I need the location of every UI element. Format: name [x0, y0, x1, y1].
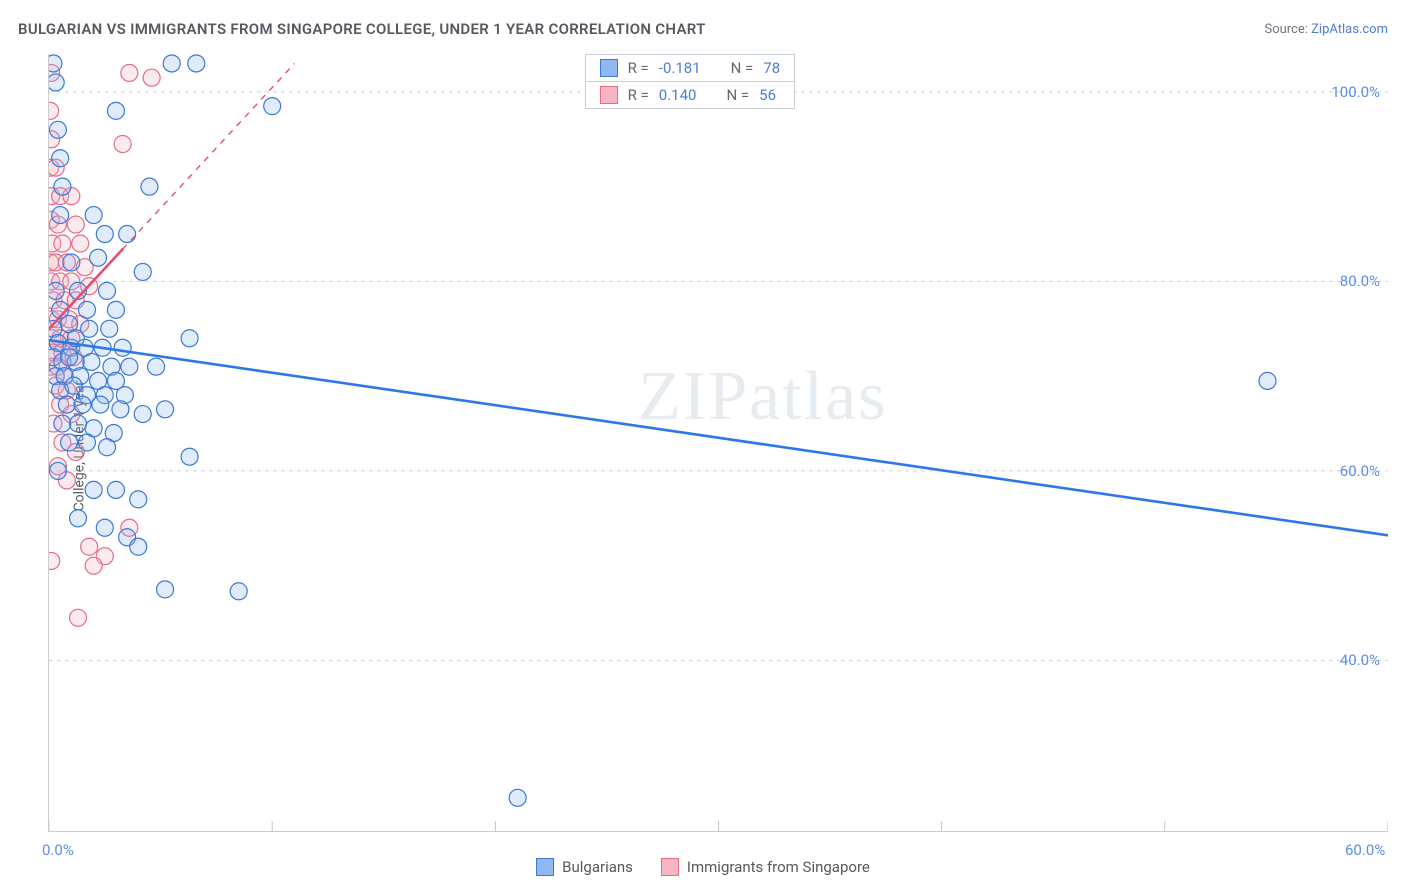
scatter-plot-svg: [49, 54, 1388, 831]
x-tick-label: 60.0%: [1345, 841, 1385, 859]
legend-item: Immigrants from Singapore: [661, 858, 870, 876]
y-tick-label: 100.0%: [1331, 83, 1380, 101]
stats-row: R = 0.140 N = 56: [586, 81, 795, 108]
y-tick-label: 60.0%: [1340, 462, 1380, 480]
y-tick-label: 40.0%: [1340, 651, 1380, 669]
stats-swatch: [600, 86, 618, 104]
stats-row: R = -0.181 N = 78: [586, 55, 795, 81]
stat-r-label: R =: [628, 86, 649, 104]
legend-item: Bulgarians: [536, 858, 633, 876]
plot-area: ZIPatlas R =-0.181N =78R =0.140N =56: [48, 54, 1388, 832]
stats-legend-box: R = -0.181 N = 78 R = 0.140 N = 56: [585, 54, 796, 109]
x-tick-label: 0.0%: [42, 841, 74, 859]
y-tick-label: 80.0%: [1340, 272, 1380, 290]
stat-n-label: N =: [731, 59, 754, 77]
legend-label: Immigrants from Singapore: [687, 858, 870, 876]
source-prefix: Source:: [1264, 22, 1311, 37]
chart-source: Source: ZipAtlas.com: [1264, 22, 1388, 37]
stat-n-value: 56: [759, 86, 776, 104]
stat-n-value: 78: [763, 59, 780, 77]
chart-title: BULGARIAN VS IMMIGRANTS FROM SINGAPORE C…: [18, 20, 706, 38]
stat-r-value: 0.140: [659, 86, 697, 104]
legend-swatch: [661, 858, 679, 876]
legend-swatch: [536, 858, 554, 876]
source-link[interactable]: ZipAtlas.com: [1311, 22, 1388, 37]
bottom-legend: Bulgarians Immigrants from Singapore: [0, 858, 1406, 876]
stat-r-value: -0.181: [659, 59, 701, 77]
chart-header: BULGARIAN VS IMMIGRANTS FROM SINGAPORE C…: [0, 0, 1406, 46]
legend-label: Bulgarians: [562, 858, 633, 876]
stat-n-label: N =: [726, 86, 749, 104]
stat-r-label: R =: [628, 59, 649, 77]
stats-swatch: [600, 59, 618, 77]
